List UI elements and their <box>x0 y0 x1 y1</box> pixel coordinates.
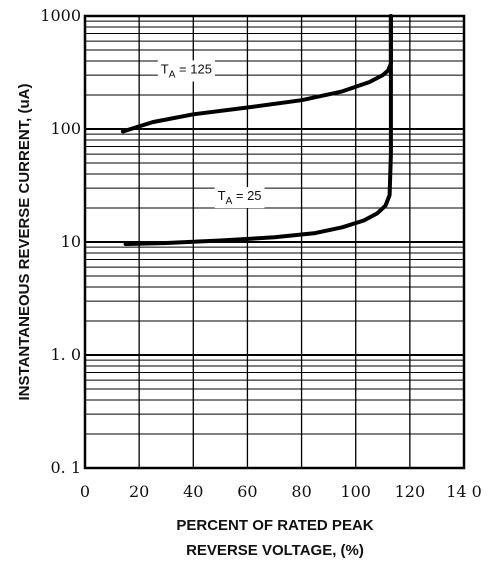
x-tick-label: 100 <box>340 482 371 501</box>
series-line-1 <box>123 14 393 246</box>
x-tick-label: 20 <box>129 482 149 501</box>
y-tick-label: 100 <box>50 119 81 138</box>
x-axis-title-line2: REVERSE VOLTAGE, (%) <box>186 542 364 559</box>
y-tick-label: 1. 0 <box>50 345 81 364</box>
label-125-background <box>157 60 215 82</box>
label-25-background <box>214 187 265 209</box>
y-axis-title: INSTANTANEOUS REVERSE CURRENT, (uA) <box>16 84 33 401</box>
curves <box>120 14 393 246</box>
x-tick-label: 80 <box>291 482 311 501</box>
x-tick-label: 14 0 <box>446 482 482 501</box>
y-tick-label: 1000 <box>40 6 81 25</box>
y-tick-label: 10 <box>61 232 81 251</box>
series-label-25: TA = 25 <box>218 188 262 207</box>
y-tick-label: 0. 1 <box>50 458 81 477</box>
ticks: 0 20 40 60 80 100 120 14 0 0. 1 1. 0 10 100 1000 <box>40 6 482 501</box>
x-tick-label: 40 <box>183 482 203 501</box>
series-label-125: TA = 125 <box>161 61 212 80</box>
x-tick-label: 120 <box>395 482 426 501</box>
plot-frame <box>83 14 466 470</box>
x-tick-label: 60 <box>237 482 257 501</box>
grid <box>85 16 464 468</box>
x-tick-label: 0 <box>80 482 90 501</box>
x-axis-title-line1: PERCENT OF RATED PEAK <box>176 517 373 534</box>
